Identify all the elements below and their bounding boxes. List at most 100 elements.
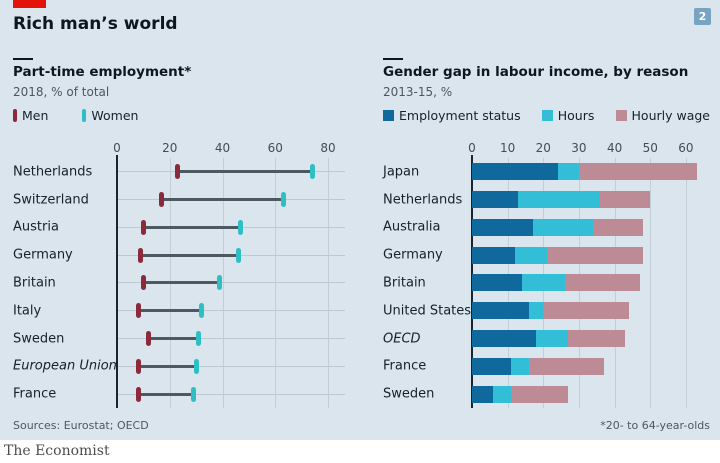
women-marker (235, 247, 241, 263)
page-title: Rich man’s world (13, 14, 178, 34)
row-label: Australia (383, 219, 441, 235)
sources-note: Sources: Eurostat; OECD (13, 419, 149, 432)
axis-tick-label: 40 (214, 141, 231, 155)
men-marker (140, 219, 146, 235)
women-marker (217, 275, 223, 291)
chart-row: Germany (13, 241, 345, 269)
chart-row: Netherlands (383, 186, 710, 214)
chart-row: Britain (383, 269, 710, 297)
bar-segment-employment-status (472, 163, 558, 181)
chart-row: Britain (13, 269, 345, 297)
chart-row: Australia (383, 214, 710, 242)
axis-line (116, 155, 118, 408)
row-baseline (117, 365, 345, 367)
chart-subtitle: 2018, % of total (13, 85, 110, 99)
bar-segment-hourly-wage (564, 274, 640, 292)
gender-gap-panel: Gender gap in labour income, by reason 2… (383, 58, 710, 410)
dumbbell-connector (143, 225, 241, 229)
women-marker (238, 219, 244, 235)
axis-tick-label: 60 (678, 141, 694, 155)
legend-label: Hourly wage (631, 108, 710, 123)
axis-tick-label: 10 (500, 141, 516, 155)
bar-segment-employment-status (472, 274, 522, 292)
dumbbell-connector (140, 253, 239, 257)
bar-segment-hours (557, 163, 579, 181)
legend-item: Women (82, 108, 138, 123)
axis-tick-label: 0 (113, 141, 121, 155)
row-label: Germany (383, 247, 443, 263)
bar-segment-hours (532, 218, 594, 236)
dumbbell-connector (138, 364, 197, 368)
women-marker (193, 358, 199, 374)
bar-segment-hourly-wage (578, 163, 697, 181)
row-label: Britain (13, 275, 56, 291)
chart-row: Netherlands (13, 158, 345, 186)
row-label: Switzerland (13, 192, 89, 208)
women-marker (309, 164, 315, 180)
row-label: Austria (13, 219, 59, 235)
dumbbell-connector (143, 281, 220, 285)
legend-item: Hourly wage (615, 108, 710, 123)
legend-swatch-icon (615, 110, 627, 121)
row-label: Sweden (383, 386, 435, 402)
gridline (650, 158, 652, 408)
chart-row: Austria (13, 214, 345, 242)
bar-segment-employment-status (472, 302, 530, 320)
row-label: Britain (383, 275, 426, 291)
chart-row: European Union (13, 352, 345, 380)
bar-segment-hours (518, 191, 601, 209)
economist-brand: The Economist (4, 443, 110, 459)
row-baseline (117, 338, 345, 340)
legend: Employment status Hours Hourly wage (383, 108, 710, 123)
men-marker (135, 386, 141, 402)
bar-segment-hourly-wage (546, 246, 644, 264)
chart-row: OECD (383, 325, 710, 353)
legend-item: Hours (541, 108, 595, 123)
bar-segment-hours (536, 330, 569, 348)
dumbbell-connector (138, 309, 202, 313)
women-marker (196, 331, 202, 347)
women-marker (198, 303, 204, 319)
axis-tick-label: 20 (162, 141, 178, 155)
men-marker (159, 192, 165, 208)
axis-tick-label: 30 (571, 141, 587, 155)
brand-red-tab (13, 0, 46, 8)
row-baseline (117, 393, 345, 395)
row-label: OECD (383, 331, 421, 347)
bar-segment-employment-status (472, 246, 515, 264)
legend-label: Hours (557, 108, 595, 123)
row-label: European Union (13, 358, 117, 374)
bar-segment-hours (521, 274, 565, 292)
gridline (685, 158, 687, 408)
women-marker (280, 192, 286, 208)
bar-segment-employment-status (472, 191, 519, 209)
dumbbell-plot: 0 20 40 60 80 Netherlands Switzerland Austria Ge… (13, 141, 345, 408)
bar-segment-employment-status (472, 385, 494, 403)
footnote: *20- to 64-year-olds (600, 419, 710, 432)
row-label: Italy (13, 303, 42, 319)
bar-segment-hourly-wage (600, 191, 651, 209)
section-rule (13, 58, 33, 60)
row-baseline (117, 310, 345, 312)
chart-row: Japan (383, 158, 710, 186)
bar-segment-hourly-wage (511, 385, 569, 403)
dumbbell-connector (161, 198, 284, 202)
men-marker (175, 164, 181, 180)
legend-label: Men (22, 108, 49, 123)
slide-number-badge: 2 (694, 8, 711, 25)
chart-row: Italy (13, 297, 345, 325)
row-label: Japan (383, 164, 420, 180)
row-label: United States (383, 303, 472, 319)
chart-row: France (383, 352, 710, 380)
part-time-employment-panel: Part-time employment* 2018, % of total M… (13, 58, 345, 410)
row-label: Netherlands (383, 192, 463, 208)
section-rule (383, 58, 403, 60)
legend: Men Women (13, 108, 345, 123)
bar-segment-hourly-wage (568, 330, 626, 348)
axis-tick-label: 60 (267, 141, 283, 155)
axis-tick-label: 50 (642, 141, 658, 155)
row-label: Netherlands (13, 164, 93, 180)
bar-segment-employment-status (472, 357, 512, 375)
men-marker (146, 331, 152, 347)
chart-row: Sweden (383, 380, 710, 408)
